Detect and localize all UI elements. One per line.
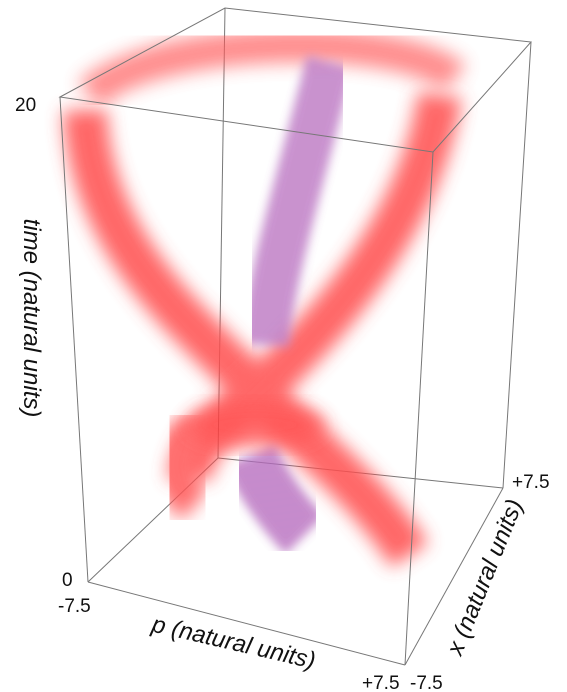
p-tick-min: -7.5 <box>58 596 91 617</box>
time-axis-label: time (natural units) <box>18 219 45 418</box>
p-tick-max: +7.5 <box>362 673 400 692</box>
volume-render <box>63 28 467 568</box>
time-tick-max: 20 <box>15 95 36 116</box>
x-tick-max: +7.5 <box>512 472 550 493</box>
x-tick-min: -7.5 <box>410 673 443 692</box>
time-tick-min: 0 <box>62 570 73 591</box>
box-front <box>58 7 533 666</box>
